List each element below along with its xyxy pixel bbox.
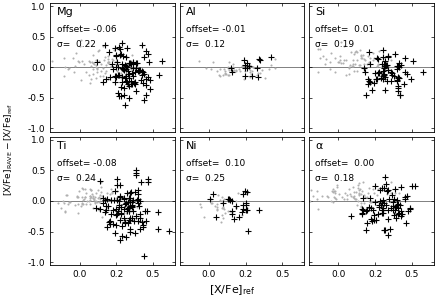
Text: offset=  0.01: offset= 0.01 bbox=[315, 25, 374, 34]
Text: σ=  0.24: σ= 0.24 bbox=[57, 174, 95, 183]
Text: Mg: Mg bbox=[57, 7, 73, 17]
Text: σ=  0.18: σ= 0.18 bbox=[315, 174, 354, 183]
Text: σ=  0.25: σ= 0.25 bbox=[186, 174, 225, 183]
Text: σ=  0.19: σ= 0.19 bbox=[315, 40, 354, 49]
Text: [X/Fe]$_{\rm ref}$: [X/Fe]$_{\rm ref}$ bbox=[209, 283, 255, 297]
Text: Ni: Ni bbox=[186, 141, 198, 150]
Text: offset= -0.08: offset= -0.08 bbox=[57, 159, 116, 167]
Text: offset=  0.00: offset= 0.00 bbox=[315, 159, 374, 167]
Text: Al: Al bbox=[186, 7, 197, 17]
Text: α: α bbox=[315, 141, 323, 150]
Text: σ=  0.12: σ= 0.12 bbox=[186, 40, 225, 49]
Text: Si: Si bbox=[315, 7, 326, 17]
Text: offset= -0.06: offset= -0.06 bbox=[57, 25, 116, 34]
Text: Ti: Ti bbox=[57, 141, 66, 150]
Text: offset= -0.01: offset= -0.01 bbox=[186, 25, 246, 34]
Text: σ=  0.22: σ= 0.22 bbox=[57, 40, 95, 49]
Text: $[\rm X/Fe]_{\rm RAVE}-[\rm X/Fe]_{\rm ref}$: $[\rm X/Fe]_{\rm RAVE}-[\rm X/Fe]_{\rm r… bbox=[2, 103, 15, 195]
Text: offset=  0.10: offset= 0.10 bbox=[186, 159, 245, 167]
